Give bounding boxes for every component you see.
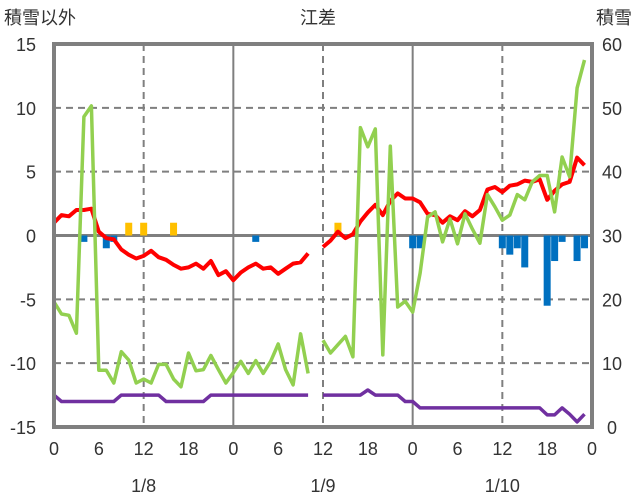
x-tick-label: 6 xyxy=(273,439,283,459)
y-right-tick-label: 10 xyxy=(602,354,622,374)
snowfall-negative-bar xyxy=(573,235,581,262)
snowfall-positive-bar xyxy=(170,222,178,236)
snowfall-negative-bar xyxy=(551,235,559,262)
snowfall-negative-bar xyxy=(581,235,589,249)
x-tick-label: 12 xyxy=(313,439,333,459)
y-right-tick-label: 0 xyxy=(607,418,617,438)
date-label: 1/10 xyxy=(485,476,520,496)
x-tick-label: 6 xyxy=(452,439,462,459)
y-left-tick-label: 5 xyxy=(26,163,36,183)
x-tick-label: 12 xyxy=(492,439,512,459)
y-left-tick-label: 15 xyxy=(16,35,36,55)
y-right-tick-label: 30 xyxy=(602,227,622,247)
y-left-tick-label: 10 xyxy=(16,99,36,119)
snowfall-negative-bar xyxy=(498,235,506,249)
y-left-tick-label: -5 xyxy=(20,290,36,310)
purple-series-line xyxy=(323,388,586,424)
x-tick-label: 0 xyxy=(228,439,238,459)
snow-depth-line xyxy=(52,104,310,389)
snowfall-negative-bar xyxy=(558,235,566,242)
y-right-tick-label: 50 xyxy=(602,99,622,119)
snowfall-negative-bar xyxy=(252,235,260,242)
x-tick-label: 18 xyxy=(178,439,198,459)
date-label: 1/9 xyxy=(310,476,335,496)
y-left-tick-label: -10 xyxy=(10,354,36,374)
purple-series-line xyxy=(52,393,309,404)
snowfall-positive-bar xyxy=(140,222,148,236)
x-tick-label: 0 xyxy=(408,439,418,459)
right-axis-title: 積雪 xyxy=(596,8,632,28)
snowfall-negative-bar xyxy=(102,235,110,249)
snowfall-negative-bar xyxy=(506,235,514,255)
snowfall-negative-bar xyxy=(409,235,417,249)
left-axis-title: 積雪以外 xyxy=(4,8,76,28)
snowfall-negative-bar xyxy=(521,235,529,268)
snowfall-positive-bar xyxy=(125,222,133,236)
snowfall-negative-bar xyxy=(543,235,551,306)
temperature-line xyxy=(321,155,586,249)
x-tick-label: 18 xyxy=(358,439,378,459)
x-tick-label: 6 xyxy=(94,439,104,459)
x-tick-label: 0 xyxy=(587,439,597,459)
y-right-tick-label: 20 xyxy=(602,290,622,310)
snowfall-negative-bar xyxy=(513,235,521,249)
snowfall-negative-bar xyxy=(416,235,424,249)
snowfall-positive-bar xyxy=(334,222,342,236)
x-tick-label: 0 xyxy=(49,439,59,459)
x-tick-label: 12 xyxy=(134,439,154,459)
plot-frame xyxy=(52,42,594,429)
snow-depth-line xyxy=(321,59,587,359)
temperature-line xyxy=(52,206,310,283)
snowfall-negative-bar xyxy=(80,235,88,242)
y-left-tick-label: -15 xyxy=(10,418,36,438)
y-left-tick-label: 0 xyxy=(26,227,36,247)
x-tick-label: 18 xyxy=(537,439,557,459)
y-right-tick-label: 40 xyxy=(602,163,622,183)
y-right-tick-label: 60 xyxy=(602,35,622,55)
date-label: 1/8 xyxy=(131,476,156,496)
chart-title: 江差 xyxy=(300,8,336,28)
